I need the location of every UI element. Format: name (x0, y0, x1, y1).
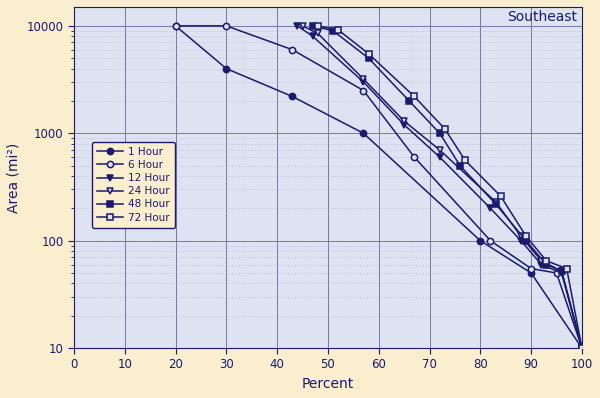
48 Hour (406, 99, 413, 103)
12 Hour (294, 23, 301, 28)
48 Hour (558, 269, 565, 273)
72 Hour (314, 23, 322, 28)
6 Hour (172, 23, 179, 28)
48 Hour (436, 131, 443, 136)
48 Hour (492, 201, 499, 206)
Line: 12 Hour: 12 Hour (295, 23, 585, 351)
Line: 24 Hour: 24 Hour (299, 23, 585, 351)
72 Hour (365, 51, 372, 56)
72 Hour (497, 194, 504, 199)
Line: 1 Hour: 1 Hour (172, 23, 585, 351)
1 Hour (477, 238, 484, 243)
48 Hour (457, 163, 464, 168)
Line: 72 Hour: 72 Hour (314, 23, 585, 351)
1 Hour (527, 271, 535, 275)
1 Hour (289, 94, 296, 99)
1 Hour (223, 66, 230, 71)
1 Hour (360, 131, 367, 136)
Line: 48 Hour: 48 Hour (310, 23, 585, 351)
24 Hour (436, 148, 443, 152)
6 Hour (527, 266, 535, 271)
24 Hour (360, 77, 367, 82)
72 Hour (334, 27, 341, 32)
1 Hour (172, 23, 179, 28)
48 Hour (543, 262, 550, 267)
72 Hour (441, 127, 448, 131)
Line: 6 Hour: 6 Hour (172, 23, 585, 351)
48 Hour (523, 238, 530, 243)
6 Hour (360, 88, 367, 93)
X-axis label: Percent: Percent (302, 377, 354, 391)
6 Hour (410, 155, 418, 160)
Legend: 1 Hour, 6 Hour, 12 Hour, 24 Hour, 48 Hour, 72 Hour: 1 Hour, 6 Hour, 12 Hour, 24 Hour, 48 Hou… (92, 142, 175, 228)
24 Hour (492, 199, 499, 204)
12 Hour (401, 122, 408, 127)
48 Hour (365, 56, 372, 60)
24 Hour (558, 269, 565, 273)
12 Hour (538, 262, 545, 267)
6 Hour (578, 346, 586, 351)
48 Hour (309, 23, 316, 28)
24 Hour (578, 346, 586, 351)
24 Hour (401, 119, 408, 123)
24 Hour (314, 31, 322, 36)
6 Hour (487, 238, 494, 243)
Y-axis label: Area (mi²): Area (mi²) (7, 142, 21, 213)
24 Hour (299, 23, 306, 28)
12 Hour (360, 80, 367, 84)
72 Hour (523, 234, 530, 239)
12 Hour (558, 271, 565, 275)
72 Hour (563, 266, 570, 271)
12 Hour (487, 206, 494, 211)
Text: Southeast: Southeast (507, 10, 577, 24)
12 Hour (309, 34, 316, 39)
6 Hour (289, 47, 296, 52)
72 Hour (543, 258, 550, 263)
24 Hour (538, 258, 545, 263)
6 Hour (553, 271, 560, 275)
48 Hour (578, 346, 586, 351)
12 Hour (517, 238, 524, 243)
72 Hour (578, 346, 586, 351)
12 Hour (578, 346, 586, 351)
1 Hour (578, 346, 586, 351)
12 Hour (436, 155, 443, 160)
72 Hour (410, 94, 418, 99)
72 Hour (461, 158, 469, 163)
48 Hour (329, 28, 337, 33)
6 Hour (223, 23, 230, 28)
24 Hour (517, 234, 524, 239)
